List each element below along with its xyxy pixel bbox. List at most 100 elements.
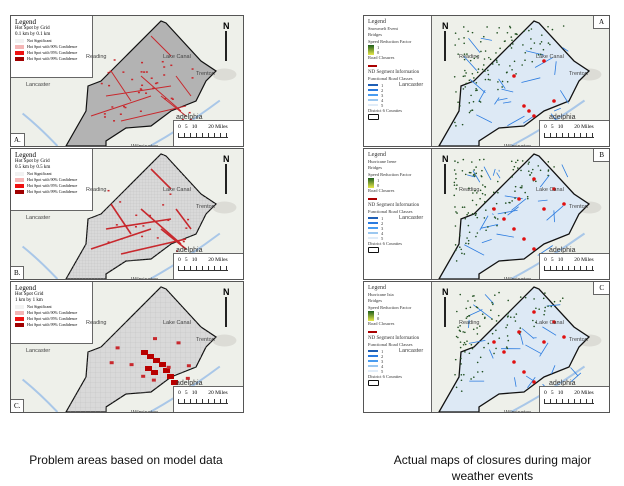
hotspot-segment xyxy=(110,70,132,102)
north-arrow-icon xyxy=(444,297,447,327)
hotspot-cell xyxy=(161,60,164,63)
bridge-point xyxy=(532,168,534,171)
bridge-point xyxy=(539,43,541,45)
legend-item: Hot Spot with 95% Confidence xyxy=(15,50,88,56)
hotspot-legend: Legend Hot Spot Grid 1 km by 1 km Not Signi… xyxy=(11,282,93,344)
bridge-point xyxy=(457,326,459,329)
class-label: 4 xyxy=(381,97,384,103)
bridge-point xyxy=(506,316,509,318)
bridge-point xyxy=(459,324,461,327)
road-closure xyxy=(552,320,556,324)
bridge-point xyxy=(459,234,461,237)
bridge-point xyxy=(491,318,493,320)
bridge-point xyxy=(453,181,456,184)
bridge-point xyxy=(463,58,466,61)
bridge-point xyxy=(533,325,535,328)
bridge-point xyxy=(472,174,475,176)
legend-class-item: 2 xyxy=(368,221,427,226)
legend-item-label: Hot Spot with 99% Confidence xyxy=(27,56,78,61)
bridge-point xyxy=(496,180,499,183)
bridge-point xyxy=(495,59,498,62)
hotspot-cell xyxy=(111,106,114,108)
legend-class-item: 5 xyxy=(368,103,427,108)
bridge-point xyxy=(512,43,514,45)
bridge-point xyxy=(474,214,477,217)
class-line xyxy=(368,99,378,101)
bridge-point xyxy=(475,203,478,206)
bridge-point xyxy=(497,81,499,83)
legend-class-item: 5 xyxy=(368,236,427,241)
hotspot-cell xyxy=(182,240,185,243)
gradient-low: 0 xyxy=(377,183,380,188)
road-segment xyxy=(483,166,492,181)
bridge-point xyxy=(542,297,545,300)
north-arrow-icon xyxy=(225,297,228,327)
bridge-point xyxy=(468,111,471,114)
class-label: 2 xyxy=(381,220,384,226)
bridge-point xyxy=(471,161,473,163)
bridge-point xyxy=(476,327,478,329)
road-segment xyxy=(481,238,492,244)
bridge-point xyxy=(471,347,474,350)
grid-overlay xyxy=(66,154,216,279)
bridge-point xyxy=(499,47,501,50)
road-segment xyxy=(537,199,548,202)
hotspot-cell xyxy=(167,219,170,222)
bridge-point xyxy=(468,315,470,317)
legend-class-item: 1 xyxy=(368,216,427,221)
legend-item-label: Hot Spot with 99% Confidence xyxy=(27,189,78,194)
bridge-point xyxy=(538,308,540,310)
hotspot-cell xyxy=(163,368,170,373)
class-label: 4 xyxy=(381,230,384,236)
bridge-point xyxy=(496,218,499,220)
legend-item: Hot Spot with 95% Confidence xyxy=(15,183,88,189)
bridge-point xyxy=(507,339,510,342)
class-label: 1 xyxy=(381,82,384,88)
bridge-point xyxy=(539,169,542,172)
bridge-point xyxy=(454,373,456,376)
bridge-point xyxy=(468,171,471,174)
bridge-point xyxy=(454,358,457,361)
road-segment xyxy=(472,170,481,183)
bridge-point xyxy=(481,370,484,373)
class-label: 3 xyxy=(381,92,384,98)
bridge-point xyxy=(496,32,498,34)
road-segment xyxy=(511,198,527,211)
hotspot-segment xyxy=(150,168,172,190)
road-closure xyxy=(502,217,506,221)
hotspot-cell xyxy=(108,84,111,87)
urban-area xyxy=(212,334,237,347)
place-canal: Lake Canal xyxy=(536,54,564,60)
place-wilmington: Wilmington xyxy=(131,277,159,280)
legend-swatch xyxy=(15,190,24,194)
bridge-point xyxy=(477,68,480,70)
bridge-point xyxy=(456,184,458,186)
bridge-point xyxy=(476,216,479,219)
bridge-point xyxy=(460,363,462,365)
road-segment xyxy=(553,107,561,112)
bridge-point xyxy=(506,347,509,350)
north-arrow: N xyxy=(223,21,230,61)
place-lancaster: Lancaster xyxy=(399,215,424,221)
legend-swatch xyxy=(15,172,24,176)
class-label: 3 xyxy=(381,225,384,231)
place-reading: Reading xyxy=(86,54,107,60)
bridge-point xyxy=(540,34,543,36)
bridge-point xyxy=(470,378,472,380)
bridge-point xyxy=(522,44,524,46)
river xyxy=(21,378,59,412)
bridge-point xyxy=(464,343,467,346)
bridge-point xyxy=(473,175,476,177)
bridge-point xyxy=(467,300,469,302)
legend-item: Hot Spot with 95% Confidence xyxy=(15,316,88,322)
road-closure xyxy=(517,330,521,334)
bridge-point xyxy=(547,161,550,163)
legend-road-closures: Road Closures xyxy=(368,321,395,326)
bridge-point xyxy=(476,232,479,234)
legend-speed-reduction: Speed Reduction Factor xyxy=(368,38,412,44)
bridge-point xyxy=(504,202,507,204)
closure-legend: Legend Snowmelt Event Bridges Speed Reducti… xyxy=(364,16,432,146)
hotspot-cell xyxy=(145,71,148,73)
bridge-point xyxy=(479,356,482,359)
